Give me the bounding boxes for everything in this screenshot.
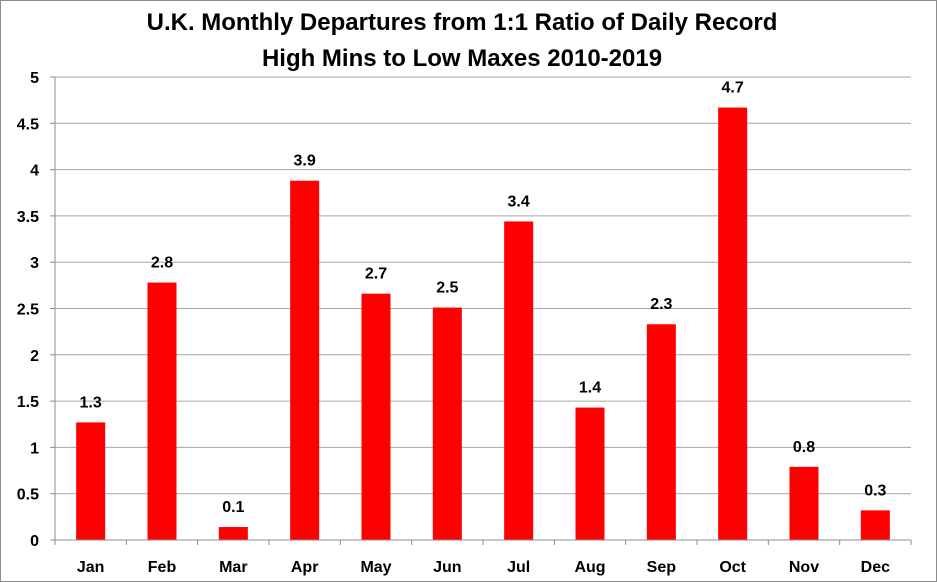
- data-label-aug: 1.4: [579, 380, 601, 397]
- data-label-sep: 2.3: [650, 296, 672, 313]
- y-tick-label: 3.5: [17, 209, 39, 226]
- data-label-may: 2.7: [365, 266, 387, 283]
- x-tick-label: Sep: [647, 559, 677, 576]
- data-label-nov: 0.8: [793, 439, 815, 456]
- bar-sep: [646, 324, 676, 540]
- x-tick-label: Oct: [719, 559, 746, 576]
- bar-dec: [860, 510, 890, 540]
- y-tick-label: 4: [30, 163, 39, 180]
- bar-jul: [504, 221, 534, 540]
- data-label-jan: 1.3: [80, 394, 102, 411]
- x-tick-label: Dec: [861, 559, 890, 576]
- bar-mar: [218, 527, 248, 540]
- data-label-mar: 0.1: [222, 499, 244, 516]
- y-tick-label: 0.5: [17, 487, 39, 504]
- data-label-apr: 3.9: [294, 153, 316, 170]
- y-tick-label: 5: [30, 70, 39, 87]
- x-tick-label: Apr: [291, 559, 319, 576]
- data-label-dec: 0.3: [864, 482, 886, 499]
- y-tick-label: 4.5: [17, 116, 39, 133]
- y-tick-label: 2: [30, 348, 39, 365]
- x-tick-label: Jun: [433, 559, 461, 576]
- chart-title-line-2: High Mins to Low Maxes 2010-2019: [262, 45, 662, 72]
- gridlines: [55, 76, 911, 495]
- x-tick-label: May: [360, 559, 391, 576]
- chart-title: U.K. Monthly Departures from 1:1 Ratio o…: [147, 9, 778, 72]
- bar-may: [361, 293, 391, 540]
- x-tick-label: Feb: [148, 559, 177, 576]
- y-tick-label: 3: [30, 255, 39, 272]
- y-tick-label: 1: [30, 440, 39, 457]
- data-labels: 1.3 2.8 0.1 3.9 2.7 2.5 3.4 1.4 2.3 4.7 0.8 0.3: [80, 80, 887, 516]
- axes: [54, 77, 911, 541]
- y-tick-label: 2.5: [17, 302, 39, 319]
- x-tick-label: Jul: [507, 559, 530, 576]
- x-tick-label: Jan: [77, 559, 105, 576]
- bar-feb: [147, 282, 177, 540]
- y-tick-label: 1.5: [17, 394, 39, 411]
- chart-title-line-1: U.K. Monthly Departures from 1:1 Ratio o…: [147, 9, 778, 36]
- data-label-jun: 2.5: [436, 280, 458, 297]
- x-tick-label: Aug: [574, 559, 605, 576]
- x-tick-label: Mar: [219, 559, 247, 576]
- x-tick-label: Nov: [789, 559, 819, 576]
- y-axis-ticks: 0 0.5 1 1.5 2 2.5 3 3.5 4 4.5 5: [17, 70, 55, 550]
- data-label-oct: 4.7: [722, 80, 744, 97]
- data-label-feb: 2.8: [151, 255, 173, 272]
- bar-nov: [789, 466, 819, 540]
- bar-oct: [718, 107, 748, 541]
- bar-jun: [432, 307, 462, 540]
- data-label-jul: 3.4: [508, 193, 530, 210]
- bar-apr: [290, 180, 320, 540]
- bar-jan: [76, 422, 106, 540]
- bar-aug: [575, 407, 605, 540]
- y-tick-label: 0: [30, 533, 39, 550]
- x-axis-ticks: Jan Feb Mar Apr May Jun Jul Aug Sep Oct Nov Dec: [54, 540, 912, 576]
- bars: [76, 107, 890, 541]
